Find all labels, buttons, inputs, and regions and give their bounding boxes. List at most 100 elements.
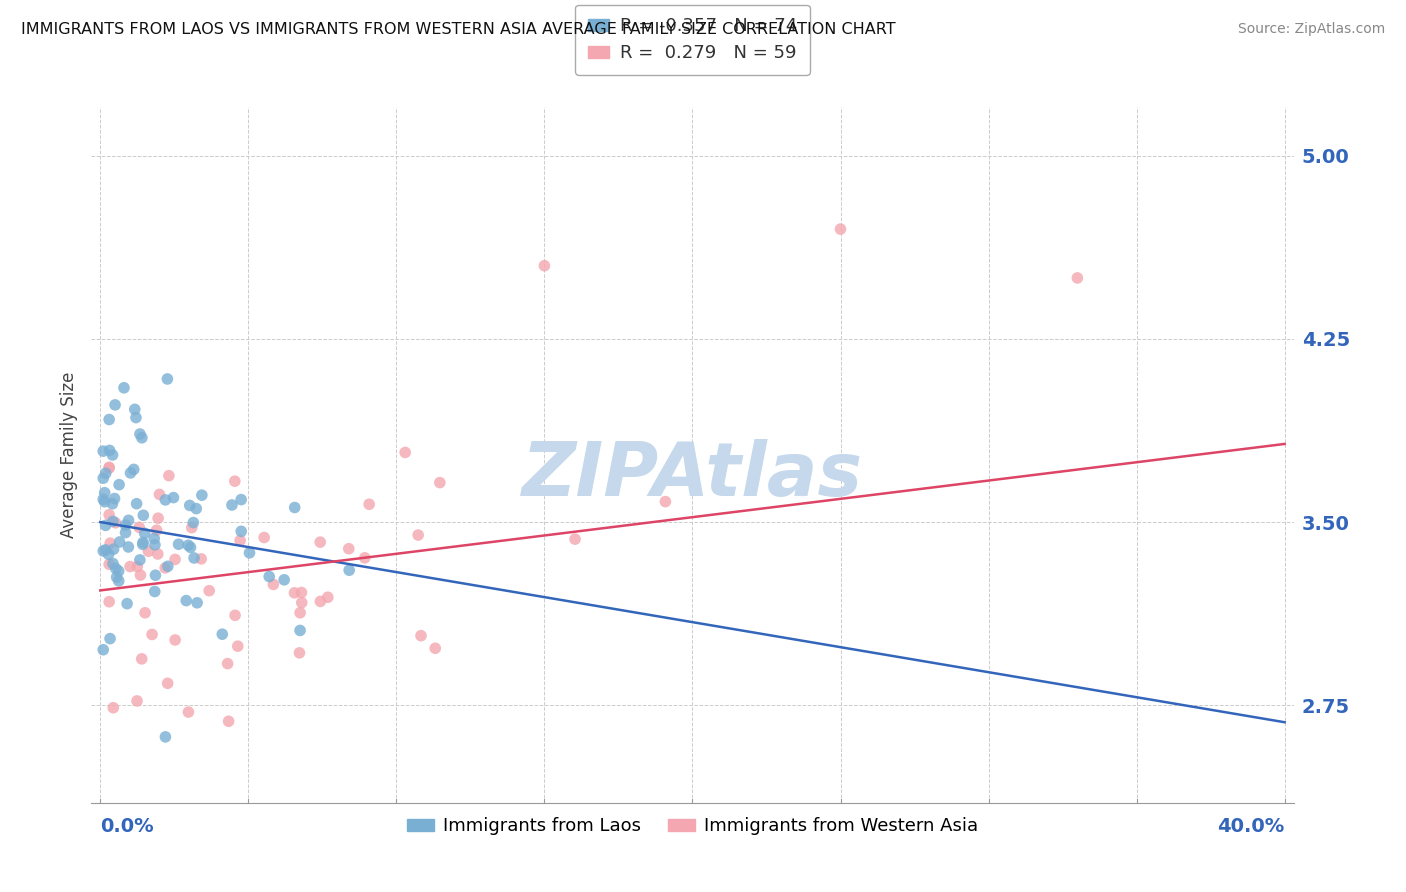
Point — [288, 606, 311, 620]
Point — [145, 523, 167, 537]
Point — [143, 532, 166, 546]
Text: Source: ZipAtlas.com: Source: ZipAtlas.com — [1237, 22, 1385, 37]
Point — [191, 488, 214, 502]
Point — [131, 652, 153, 666]
Point — [186, 501, 208, 516]
Point — [155, 492, 177, 507]
Point — [101, 557, 124, 571]
Point — [94, 518, 117, 533]
Point — [125, 410, 148, 425]
Point — [117, 540, 139, 554]
Point — [309, 535, 332, 549]
Point — [654, 494, 676, 508]
Point — [105, 570, 128, 584]
Point — [114, 518, 136, 533]
Point — [114, 525, 136, 540]
Point — [143, 538, 166, 552]
Point — [273, 573, 295, 587]
Point — [98, 632, 121, 646]
Point — [104, 516, 127, 530]
Point — [156, 372, 179, 386]
Point — [409, 629, 432, 643]
Point — [138, 544, 160, 558]
Point — [129, 568, 152, 582]
Point — [262, 577, 284, 591]
Point — [91, 492, 114, 507]
Point — [337, 541, 360, 556]
Point — [830, 222, 852, 236]
Point — [221, 498, 243, 512]
Point — [157, 468, 180, 483]
Text: ZIPAtlas: ZIPAtlas — [522, 439, 863, 512]
Point — [316, 591, 339, 605]
Point — [91, 444, 114, 458]
Point — [198, 583, 221, 598]
Point — [288, 646, 311, 660]
Point — [394, 445, 416, 459]
Point — [162, 491, 184, 505]
Point — [156, 676, 179, 690]
Point — [146, 511, 169, 525]
Point — [98, 461, 121, 475]
Point — [98, 460, 121, 475]
Point — [103, 700, 125, 714]
Point — [177, 705, 200, 719]
Point — [120, 559, 142, 574]
Point — [91, 642, 114, 657]
Point — [145, 568, 167, 582]
Point — [181, 516, 204, 530]
Point — [93, 494, 115, 508]
Point — [103, 491, 125, 506]
Point — [91, 471, 114, 485]
Point — [283, 586, 305, 600]
Point — [218, 714, 240, 729]
Point — [101, 448, 124, 462]
Point — [177, 538, 200, 552]
Point — [94, 467, 117, 481]
Point — [183, 551, 205, 566]
Point — [231, 524, 253, 539]
Point — [186, 596, 208, 610]
Point — [180, 521, 202, 535]
Point — [98, 412, 121, 426]
Point — [108, 477, 131, 491]
Point — [291, 596, 314, 610]
Point — [143, 584, 166, 599]
Point — [226, 639, 249, 653]
Point — [98, 595, 121, 609]
Point — [1066, 271, 1088, 285]
Point — [127, 559, 149, 574]
Text: IMMIGRANTS FROM LAOS VS IMMIGRANTS FROM WESTERN ASIA AVERAGE FAMILY SIZE CORRELA: IMMIGRANTS FROM LAOS VS IMMIGRANTS FROM … — [21, 22, 896, 37]
Point — [148, 487, 170, 501]
Point — [165, 552, 187, 566]
Point — [353, 550, 375, 565]
Point — [107, 574, 129, 588]
Point — [174, 593, 197, 607]
Point — [153, 561, 176, 575]
Point — [115, 597, 138, 611]
Text: 40.0%: 40.0% — [1218, 817, 1285, 837]
Point — [122, 462, 145, 476]
Point — [229, 533, 252, 548]
Point — [101, 514, 124, 528]
Point — [224, 608, 246, 623]
Point — [141, 627, 163, 641]
Point — [190, 552, 212, 566]
Point — [180, 541, 202, 555]
Point — [429, 475, 451, 490]
Point — [104, 561, 127, 575]
Point — [425, 641, 447, 656]
Point — [91, 544, 114, 558]
Point — [290, 585, 312, 599]
Point — [288, 624, 311, 638]
Point — [125, 497, 148, 511]
Point — [217, 657, 239, 671]
Point — [129, 427, 152, 442]
Point — [132, 537, 155, 551]
Point — [132, 508, 155, 523]
Point — [359, 497, 381, 511]
Point — [120, 466, 142, 480]
Point — [94, 542, 117, 557]
Point — [284, 500, 307, 515]
Point — [101, 497, 124, 511]
